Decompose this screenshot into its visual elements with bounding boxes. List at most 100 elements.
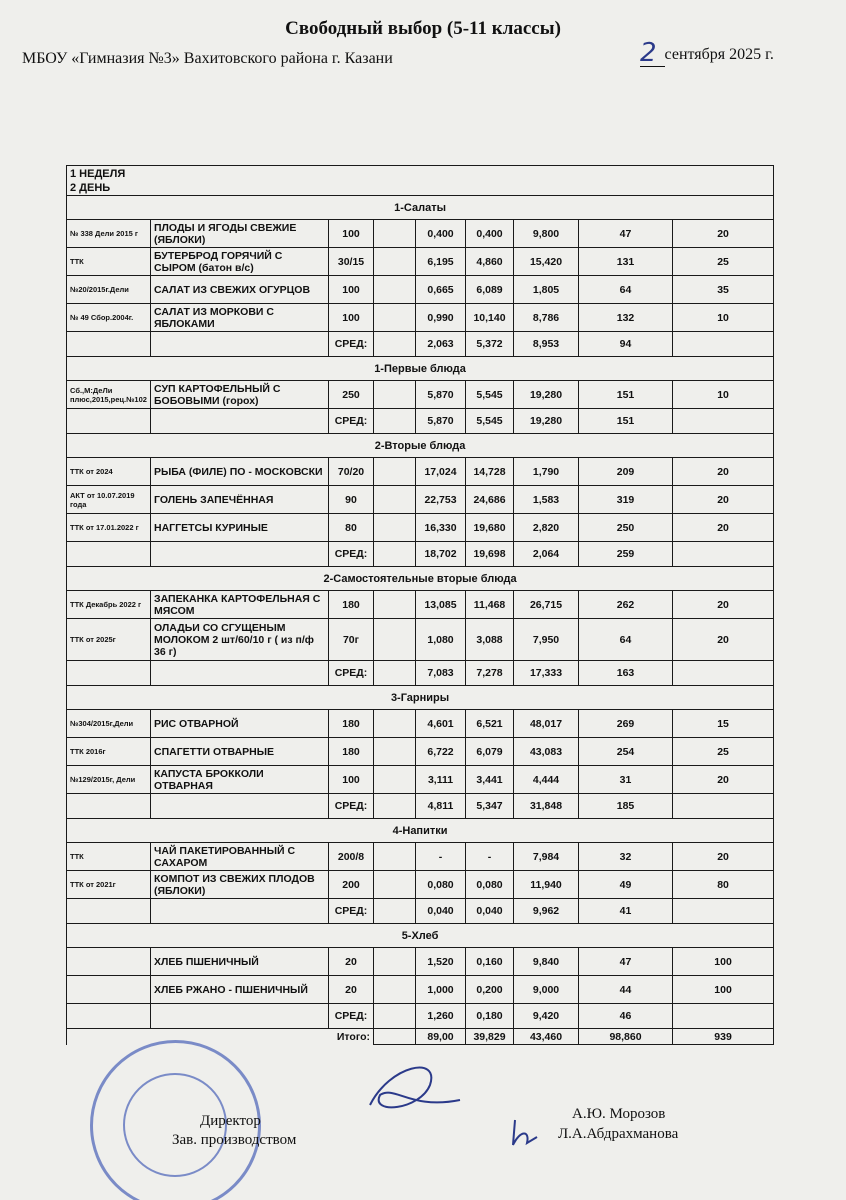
energy-cell: 47	[578, 219, 673, 248]
dish-name-cell: РЫБА (ФИЛЕ) ПО - МОСКОВСКИ	[150, 457, 329, 486]
energy-avg-cell: 41	[578, 898, 673, 924]
section-header-row: 2-Вторые блюда	[65, 433, 775, 458]
ref-cell: № 49 Сбор.2004г.	[66, 303, 151, 332]
carbs-avg-cell: 9,420	[513, 1003, 579, 1029]
energy-cell: 47	[578, 947, 673, 976]
price-cell: 100	[671, 975, 775, 1004]
dish-name-cell: ХЛЕБ ПШЕНИЧНЫЙ	[150, 947, 329, 976]
fat-avg-cell: 5,545	[465, 408, 514, 434]
price-avg-cell	[671, 408, 775, 434]
protein-cell: 1,520	[415, 947, 466, 976]
section-header-row: 5-Хлеб	[65, 923, 775, 948]
ref-cell: Сб.,М:ДеЛи плюс,2015,рец.№102	[66, 380, 151, 409]
dish-name-cell: ГОЛЕНЬ ЗАПЕЧЁННАЯ	[150, 485, 329, 514]
empty-cell	[66, 660, 151, 686]
energy-cell: 319	[578, 485, 673, 514]
extra-cell	[373, 590, 416, 619]
price-cell: 10	[671, 303, 775, 332]
empty-cell	[66, 793, 151, 819]
manager-title: Зав. производством	[172, 1132, 297, 1148]
table-row: ТТК Декабрь 2022 г ЗАПЕКАНКА КАРТОФЕЛЬНАЯ…	[66, 590, 775, 619]
portion-avg-cell: СРЕД:	[328, 1003, 374, 1029]
total-value-cell: 39,829	[465, 1028, 514, 1045]
carbs-avg-cell: 2,064	[513, 541, 579, 567]
carbs-avg-cell: 19,280	[513, 408, 579, 434]
empty-cell	[150, 541, 329, 567]
section-header-row: 2-Самостоятельные вторые блюда	[65, 566, 775, 591]
manager-name: Л.А.Абдрахманова	[558, 1126, 679, 1142]
carbs-cell: 4,444	[513, 765, 579, 794]
energy-avg-cell: 185	[578, 793, 673, 819]
carbs-cell: 7,984	[513, 842, 579, 871]
empty-cell	[150, 898, 329, 924]
extra-cell	[373, 975, 416, 1004]
price-cell: 20	[671, 842, 775, 871]
empty-cell	[150, 1003, 329, 1029]
average-row: СРЕД: 4,811 5,347 31,848 185	[66, 793, 775, 819]
protein-cell: 1,000	[415, 975, 466, 1004]
ref-cell: АКТ от 10.07.2019 года	[66, 485, 151, 514]
extra-cell	[373, 765, 416, 794]
extra-cell	[373, 513, 416, 542]
fat-cell: 3,441	[465, 765, 514, 794]
table-row: ТТК БУТЕРБРОД ГОРЯЧИЙ С СЫРОМ (батон в/с)…	[66, 247, 775, 276]
protein-avg-cell: 4,811	[415, 793, 466, 819]
energy-avg-cell: 151	[578, 408, 673, 434]
extra-cell	[373, 947, 416, 976]
extra-cell	[373, 618, 416, 661]
portion-cell: 70г	[328, 618, 374, 661]
protein-cell: 22,753	[415, 485, 466, 514]
section-title: 3-Гарниры	[65, 685, 775, 710]
carbs-cell: 9,840	[513, 947, 579, 976]
extra-cell	[373, 842, 416, 871]
portion-cell: 250	[328, 380, 374, 409]
dish-name-cell: ЗАПЕКАНКА КАРТОФЕЛЬНАЯ С МЯСОМ	[150, 590, 329, 619]
ref-cell: ТТК от 17.01.2022 г	[66, 513, 151, 542]
carbs-cell: 9,000	[513, 975, 579, 1004]
protein-cell: 0,080	[415, 870, 466, 899]
table-row: №304/2015г,Дели РИС ОТВАРНОЙ 180 4,601 6,521…	[66, 709, 775, 738]
carbs-cell: 26,715	[513, 590, 579, 619]
energy-avg-cell: 163	[578, 660, 673, 686]
average-row: СРЕД: 2,063 5,372 8,953 94	[66, 331, 775, 357]
price-cell: 80	[671, 870, 775, 899]
portion-cell: 180	[328, 709, 374, 738]
price-cell: 25	[671, 737, 775, 766]
energy-avg-cell: 94	[578, 331, 673, 357]
carbs-cell: 48,017	[513, 709, 579, 738]
average-row: СРЕД: 7,083 7,278 17,333 163	[66, 660, 775, 686]
table-row: Сб.,М:ДеЛи плюс,2015,рец.№102 СУП КАРТОФЕ…	[66, 380, 775, 409]
day-label: 2 ДЕНЬ	[70, 181, 111, 194]
fat-cell: 0,200	[465, 975, 514, 1004]
director-signature	[369, 1066, 461, 1109]
carbs-cell: 11,940	[513, 870, 579, 899]
energy-cell: 262	[578, 590, 673, 619]
extra-cell	[373, 247, 416, 276]
empty-cell	[66, 541, 151, 567]
table-row: ТТК 2016г СПАГЕТТИ ОТВАРНЫЕ 180 6,722 6,079 4…	[66, 737, 775, 766]
carbs-cell: 43,083	[513, 737, 579, 766]
section-header-row: 3-Гарниры	[65, 685, 775, 710]
portion-cell: 100	[328, 765, 374, 794]
price-avg-cell	[671, 541, 775, 567]
carbs-cell: 1,805	[513, 275, 579, 304]
fat-cell: 11,468	[465, 590, 514, 619]
extra-avg-cell	[373, 1003, 416, 1029]
table-row: ТТК от 2021г КОМПОТ ИЗ СВЕЖИХ ПЛОДОВ (ЯБЛ…	[66, 870, 775, 899]
carbs-cell: 19,280	[513, 380, 579, 409]
portion-avg-cell: СРЕД:	[328, 793, 374, 819]
document-title: Свободный выбор (5-11 классы)	[285, 18, 561, 39]
carbs-cell: 7,950	[513, 618, 579, 661]
extra-cell	[373, 485, 416, 514]
price-cell: 20	[671, 485, 775, 514]
dish-name-cell: КАПУСТА БРОККОЛИ ОТВАРНАЯ	[150, 765, 329, 794]
table-row: № 338 Дели 2015 г ПЛОДЫ И ЯГОДЫ СВЕЖИЕ (Я…	[66, 219, 775, 248]
energy-cell: 250	[578, 513, 673, 542]
dish-name-cell: ОЛАДЬИ СО СГУЩЕНЫМ МОЛОКОМ 2 шт/60/10 г …	[150, 618, 329, 661]
protein-avg-cell: 2,063	[415, 331, 466, 357]
energy-cell: 209	[578, 457, 673, 486]
fat-cell: 6,521	[465, 709, 514, 738]
portion-cell: 20	[328, 947, 374, 976]
extra-avg-cell	[373, 793, 416, 819]
fat-cell: 24,686	[465, 485, 514, 514]
